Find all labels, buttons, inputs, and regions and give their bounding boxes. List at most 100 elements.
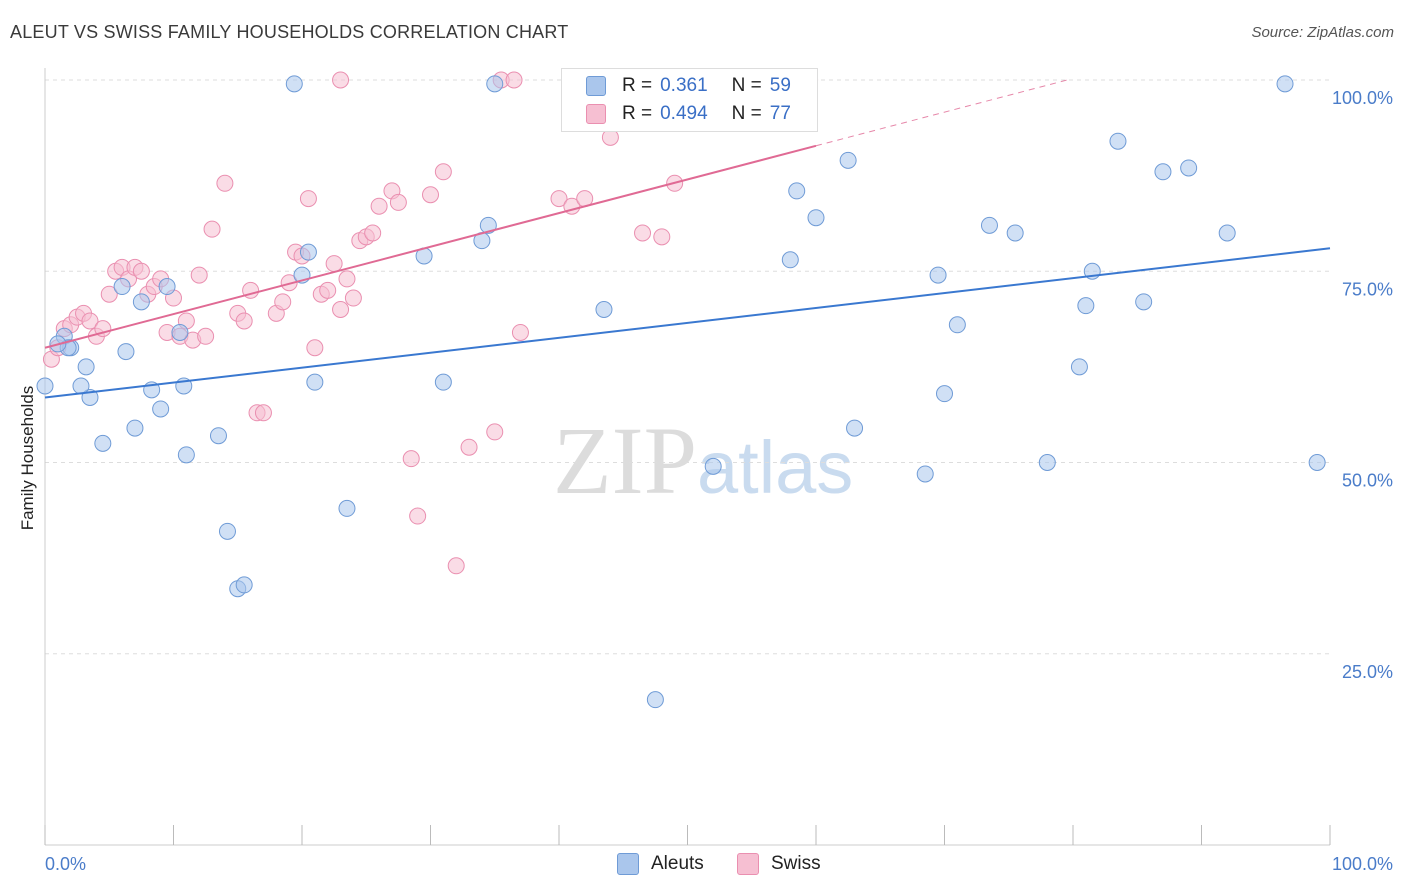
swiss-point [132, 262, 150, 280]
aleut-point [948, 316, 966, 334]
swiss-point [389, 193, 407, 211]
swiss-point [332, 71, 350, 89]
aleut-point [646, 691, 664, 709]
swiss-point [447, 557, 465, 575]
aleut-point [929, 266, 947, 284]
aleut-point [36, 377, 54, 395]
swiss-point [325, 255, 343, 273]
aleut-point [285, 75, 303, 93]
swiss-point [422, 186, 439, 204]
aleut-point [980, 216, 998, 234]
aleuts-trend-line [44, 247, 1331, 399]
aleut-point [479, 216, 497, 234]
swiss-point [434, 163, 452, 181]
swiss-point [344, 289, 362, 307]
swiss-point [370, 197, 388, 215]
swiss-point [235, 312, 253, 330]
axis-ticks [44, 825, 1331, 845]
aleut-point [916, 465, 934, 483]
swiss-n-value: 77 [769, 103, 791, 124]
watermark-atlas: atlas [697, 426, 854, 509]
stats-legend: R = 0.361 N = 59 R = 0.494 N = 77 [561, 68, 818, 132]
aleut-point [1077, 297, 1095, 315]
swiss-point [409, 507, 427, 525]
aleut-point [595, 301, 613, 318]
aleut-point [788, 182, 806, 200]
aleut-point [132, 293, 150, 311]
swiss-points [42, 71, 819, 575]
bottom-legend-swiss[interactable]: Swiss [737, 851, 821, 877]
aleut-point [1276, 75, 1294, 93]
legend-row-aleuts: R = 0.361 N = 59 [586, 73, 791, 99]
aleut-point [1038, 454, 1056, 471]
aleut-point [126, 419, 144, 437]
zipatlas-watermark: ZIPatlas [553, 405, 853, 516]
y-tick-label: 25.0% [1342, 662, 1393, 682]
swiss-point [299, 190, 317, 208]
y-tick-label: 75.0% [1342, 279, 1393, 299]
aleut-point [1135, 293, 1153, 311]
swiss-point [81, 312, 99, 330]
watermark-zip: ZIP [553, 407, 697, 514]
aleut-point [306, 373, 324, 391]
aleut-point [1308, 454, 1326, 471]
aleut-point [158, 278, 176, 296]
swiss-point [402, 450, 420, 468]
swiss-point [550, 190, 568, 208]
swiss-trend-extension [815, 79, 1068, 147]
aleut-point [152, 400, 170, 418]
swiss-point [338, 270, 356, 288]
aleut-point [299, 243, 317, 261]
aleut-point [839, 151, 857, 169]
swiss-point [511, 323, 529, 341]
swiss-point [197, 327, 215, 345]
aleut-point [94, 434, 112, 452]
swiss-point [486, 423, 504, 441]
aleut-point [704, 457, 722, 475]
swiss-point [254, 404, 272, 422]
swiss-swatch [586, 104, 606, 124]
aleut-point [846, 419, 864, 437]
aleut-point [486, 75, 504, 93]
swiss-point [306, 339, 324, 357]
swiss-point [274, 293, 292, 311]
axes [44, 68, 1330, 846]
aleuts-r-value: 0.361 [660, 75, 708, 96]
aleut-points [36, 75, 1326, 709]
y-tick-label: 50.0% [1342, 471, 1393, 491]
trend-lines [44, 79, 1331, 399]
source-label: Source: ZipAtlas.com [1251, 24, 1394, 41]
swiss-point [653, 228, 671, 246]
x-tick-label: 100.0% [1332, 854, 1393, 874]
aleut-point [117, 343, 135, 361]
aleut-point [113, 278, 131, 296]
aleut-point [72, 377, 90, 395]
aleut-point [218, 522, 236, 540]
aleut-point [177, 446, 195, 464]
aleut-point [807, 209, 825, 227]
aleut-point [235, 576, 253, 594]
swiss-r-label: R = [622, 103, 653, 124]
swiss-trend-line [44, 144, 817, 349]
aleut-point [209, 427, 227, 445]
aleut-point [1070, 358, 1088, 376]
y-tick-label: 100.0% [1332, 88, 1393, 108]
aleut-point [1154, 163, 1172, 181]
x-tick-label: 0.0% [45, 854, 86, 874]
aleut-point [1180, 159, 1198, 177]
aleut-point [77, 358, 95, 376]
bottom-legend-aleuts[interactable]: Aleuts [617, 851, 704, 877]
swiss-n-label: N = [731, 103, 762, 124]
swiss-point [364, 224, 382, 242]
aleuts-swatch [586, 76, 606, 96]
grid-lines [45, 79, 1330, 655]
swiss-point [190, 266, 208, 284]
legend-row-swiss: R = 0.494 N = 77 [586, 101, 791, 127]
swiss-point [319, 281, 337, 299]
aleut-point [781, 251, 799, 269]
aleuts-n-value: 59 [769, 75, 791, 96]
aleuts-legend-swatch [617, 853, 639, 875]
swiss-point [203, 220, 221, 238]
swiss-legend-label: Swiss [771, 853, 821, 874]
